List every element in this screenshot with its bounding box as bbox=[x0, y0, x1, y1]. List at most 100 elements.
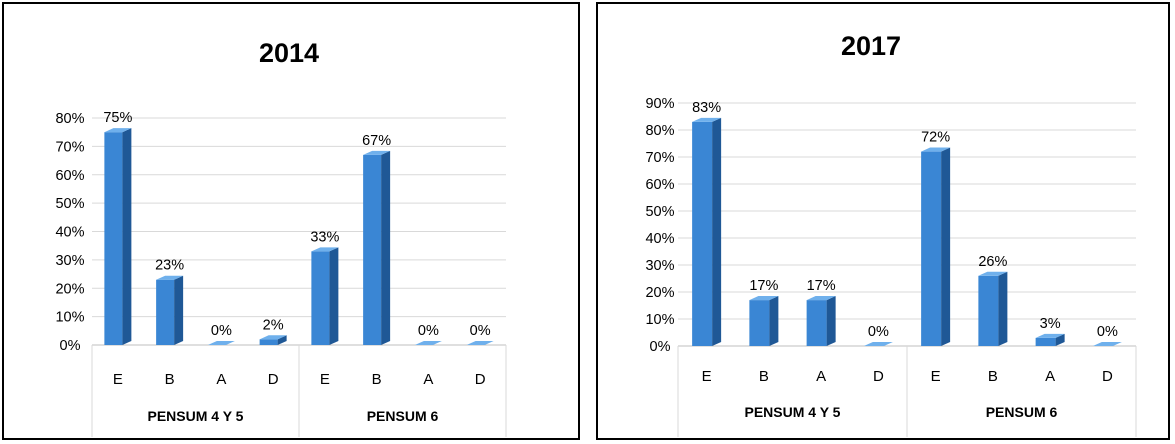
bar bbox=[921, 147, 951, 346]
category-label: E bbox=[113, 371, 123, 388]
bar-front bbox=[978, 275, 999, 346]
bar-front bbox=[692, 121, 713, 347]
bar-front bbox=[363, 154, 382, 345]
chart-title: 2017 bbox=[841, 31, 901, 61]
bar bbox=[466, 340, 494, 345]
bar-top bbox=[311, 247, 339, 252]
bar-top bbox=[104, 128, 132, 133]
bar bbox=[978, 271, 1008, 346]
chart-panel-2017: 2017 0% 10% 20% 30% 40% 50% 60% 70% 80% 90% 83% E 17… bbox=[596, 2, 1170, 440]
bar bbox=[414, 340, 442, 345]
data-label: 33% bbox=[310, 229, 339, 245]
bar-front bbox=[1035, 337, 1056, 346]
bar-side bbox=[381, 150, 391, 345]
data-label: 26% bbox=[978, 254, 1007, 270]
data-label: 0% bbox=[1097, 324, 1118, 340]
y-tick-label: 0% bbox=[60, 338, 81, 354]
chart-2017-svg: 2017 0% 10% 20% 30% 40% 50% 60% 70% 80% 90% 83% E 17… bbox=[645, 31, 1137, 437]
bar-side bbox=[329, 247, 339, 345]
data-label: 0% bbox=[418, 323, 439, 339]
bar-top bbox=[466, 340, 494, 345]
y-tick-label: 80% bbox=[645, 123, 674, 139]
data-label: 3% bbox=[1040, 316, 1061, 332]
data-label: 23% bbox=[155, 258, 184, 274]
y-tick-label: 70% bbox=[55, 139, 84, 155]
category-label: B bbox=[988, 368, 998, 385]
y-tick-label: 30% bbox=[55, 253, 84, 269]
y-tick-label: 20% bbox=[55, 281, 84, 297]
data-label: 2% bbox=[263, 317, 284, 333]
bar-top bbox=[806, 296, 836, 301]
category-label: E bbox=[320, 371, 330, 388]
data-label: 17% bbox=[749, 278, 778, 294]
chart-panel-2014: 2014 0% 10% 20% 30% 40% 50% 60% 70% 80% 75% E 23% B 0… bbox=[2, 2, 580, 440]
group-label: PENSUM 4 Y 5 bbox=[745, 404, 841, 420]
group-label: PENSUM 6 bbox=[367, 408, 439, 424]
data-label: 83% bbox=[692, 100, 721, 116]
y-tick-label: 40% bbox=[55, 225, 84, 241]
bar-top bbox=[921, 147, 951, 152]
y-tick-label: 10% bbox=[55, 310, 84, 326]
bar-front bbox=[749, 300, 770, 346]
bar bbox=[692, 117, 722, 347]
bar bbox=[104, 128, 132, 345]
category-label: B bbox=[759, 368, 769, 385]
data-label: 67% bbox=[362, 133, 391, 149]
group-label: PENSUM 6 bbox=[986, 404, 1058, 420]
y-tick-label: 60% bbox=[55, 168, 84, 184]
chart-title: 2014 bbox=[259, 38, 319, 68]
bar-top bbox=[414, 340, 442, 345]
category-label: E bbox=[931, 368, 941, 385]
bar-side bbox=[174, 275, 184, 345]
bar bbox=[363, 150, 391, 345]
data-label: 0% bbox=[470, 323, 491, 339]
bar bbox=[207, 340, 235, 345]
category-label: A bbox=[216, 371, 226, 388]
data-label: 75% bbox=[103, 110, 132, 126]
bar-side bbox=[826, 296, 836, 346]
bar-top bbox=[363, 150, 391, 155]
bar-side bbox=[941, 147, 951, 346]
bar bbox=[259, 335, 287, 345]
bar bbox=[156, 275, 184, 345]
y-tick-label: 30% bbox=[645, 258, 674, 274]
chart-2014-svg: 2014 0% 10% 20% 30% 40% 50% 60% 70% 80% 75% E 23% B 0… bbox=[55, 38, 507, 437]
y-tick-label: 50% bbox=[645, 204, 674, 220]
bar-front bbox=[259, 339, 278, 345]
bar-front bbox=[921, 151, 942, 346]
bar bbox=[311, 247, 339, 345]
y-tick-label: 80% bbox=[55, 111, 84, 127]
bar-side bbox=[712, 117, 722, 346]
bar-side bbox=[998, 271, 1008, 346]
bar bbox=[1092, 341, 1122, 346]
category-label: A bbox=[816, 368, 826, 385]
y-tick-label: 20% bbox=[645, 285, 674, 301]
y-tick-label: 40% bbox=[645, 231, 674, 247]
category-label: A bbox=[1045, 368, 1055, 385]
bar-front bbox=[104, 132, 123, 345]
bar-top bbox=[749, 296, 779, 301]
category-label: A bbox=[423, 371, 433, 388]
category-label: D bbox=[475, 371, 486, 388]
bar-front bbox=[156, 279, 175, 345]
group-label: PENSUM 4 Y 5 bbox=[148, 408, 244, 424]
bar-top bbox=[259, 335, 287, 340]
bar-top bbox=[978, 271, 1008, 276]
bar-top bbox=[863, 341, 893, 346]
y-tick-label: 60% bbox=[645, 177, 674, 193]
bar-side bbox=[769, 296, 779, 346]
category-label: B bbox=[165, 371, 175, 388]
bar bbox=[863, 341, 893, 346]
bar-top bbox=[1092, 341, 1122, 346]
category-label: D bbox=[268, 371, 279, 388]
bar-side bbox=[122, 128, 132, 345]
bar-side bbox=[277, 335, 287, 345]
bar bbox=[749, 296, 779, 346]
bar bbox=[1035, 333, 1065, 346]
bar-front bbox=[311, 251, 330, 345]
bar-top bbox=[156, 275, 184, 280]
y-tick-label: 0% bbox=[650, 339, 671, 355]
y-tick-label: 10% bbox=[645, 312, 674, 328]
y-tick-label: 70% bbox=[645, 150, 674, 166]
data-label: 17% bbox=[807, 278, 836, 294]
